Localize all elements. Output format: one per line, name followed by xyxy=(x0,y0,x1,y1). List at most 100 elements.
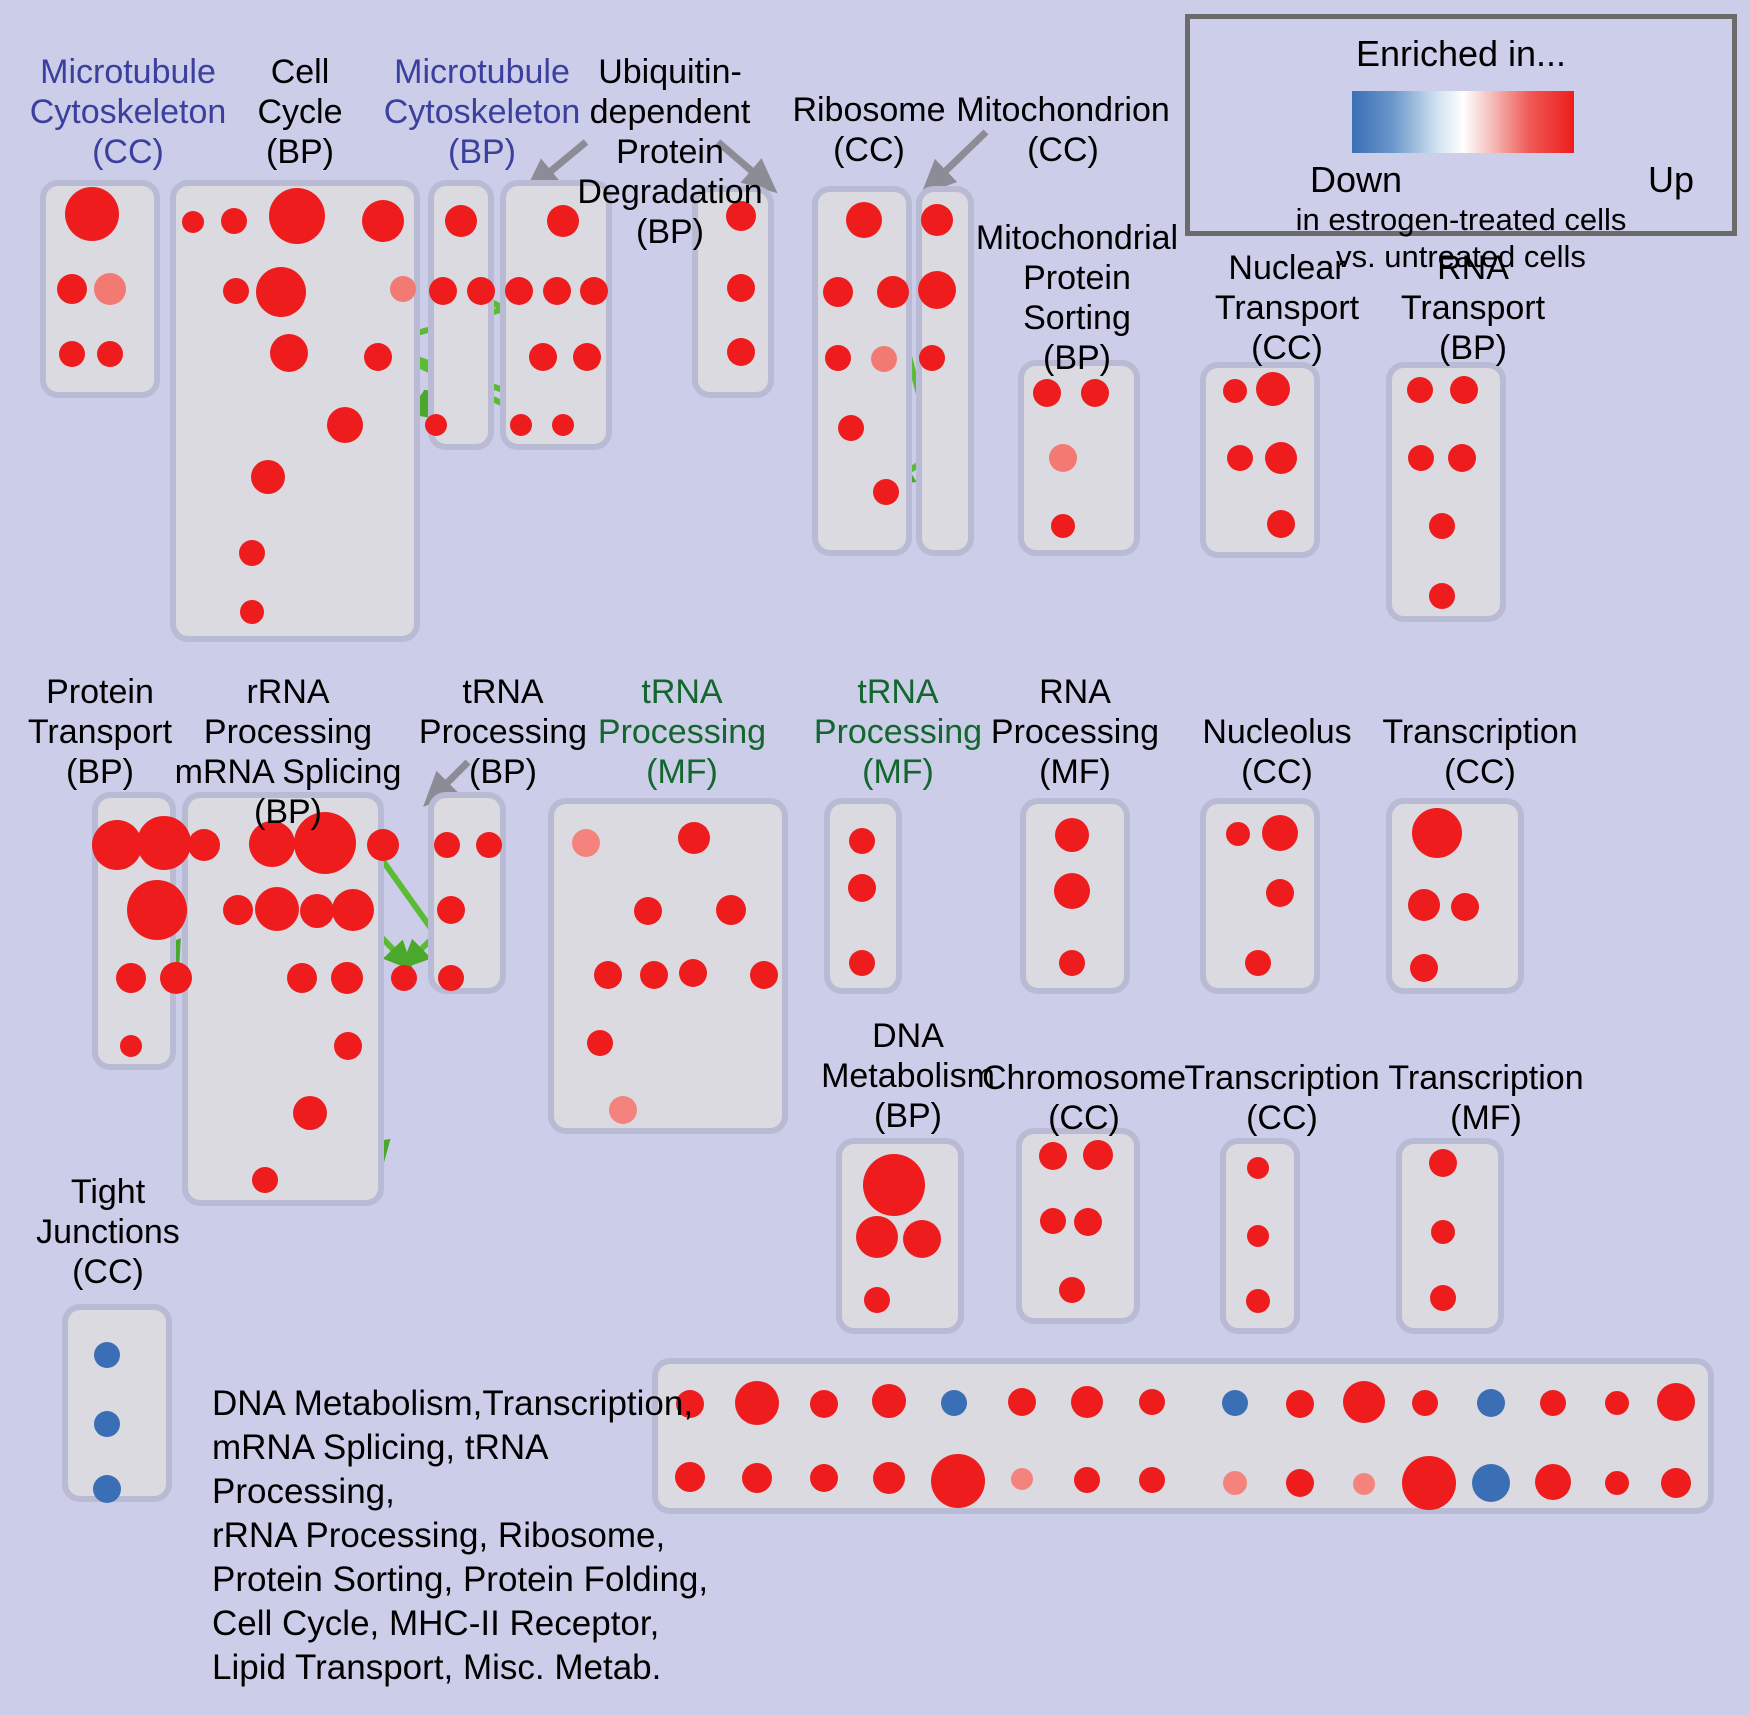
gene-set-node[interactable] xyxy=(1083,1140,1113,1170)
gene-set-node[interactable] xyxy=(240,600,264,624)
gene-set-node[interactable] xyxy=(1429,1149,1457,1177)
gene-set-node[interactable] xyxy=(255,887,299,931)
gene-set-node[interactable] xyxy=(1246,1289,1270,1313)
gene-set-node[interactable] xyxy=(679,959,707,987)
gene-set-node[interactable] xyxy=(872,1384,906,1418)
gene-set-node[interactable] xyxy=(367,829,399,861)
gene-set-node[interactable] xyxy=(543,277,571,305)
gene-set-node[interactable] xyxy=(810,1464,838,1492)
gene-set-node[interactable] xyxy=(1055,818,1089,852)
gene-set-node[interactable] xyxy=(429,277,457,305)
gene-set-node[interactable] xyxy=(1402,1456,1456,1510)
gene-set-node[interactable] xyxy=(390,276,416,302)
gene-set-node[interactable] xyxy=(510,414,532,436)
gene-set-node[interactable] xyxy=(846,202,882,238)
gene-set-node[interactable] xyxy=(1407,377,1433,403)
gene-set-node[interactable] xyxy=(856,1216,898,1258)
gene-set-node[interactable] xyxy=(1265,442,1297,474)
gene-set-node[interactable] xyxy=(1011,1468,1033,1490)
gene-set-node[interactable] xyxy=(476,832,502,858)
gene-set-node[interactable] xyxy=(1266,879,1294,907)
gene-set-node[interactable] xyxy=(810,1390,838,1418)
gene-set-node[interactable] xyxy=(750,961,778,989)
gene-set-node[interactable] xyxy=(1222,1390,1248,1416)
gene-set-node[interactable] xyxy=(1408,445,1434,471)
gene-set-node[interactable] xyxy=(1408,889,1440,921)
gene-set-node[interactable] xyxy=(848,874,876,902)
gene-set-node[interactable] xyxy=(1139,1467,1165,1493)
gene-set-node[interactable] xyxy=(97,341,123,367)
gene-set-node[interactable] xyxy=(65,187,119,241)
gene-set-node[interactable] xyxy=(716,895,746,925)
gene-set-node[interactable] xyxy=(1431,1220,1455,1244)
gene-set-node[interactable] xyxy=(116,963,146,993)
gene-set-node[interactable] xyxy=(391,965,417,991)
gene-set-node[interactable] xyxy=(1247,1225,1269,1247)
gene-set-node[interactable] xyxy=(1247,1157,1269,1179)
gene-set-node[interactable] xyxy=(223,278,249,304)
gene-set-node[interactable] xyxy=(332,889,374,931)
gene-set-node[interactable] xyxy=(742,1463,772,1493)
gene-set-node[interactable] xyxy=(1081,379,1109,407)
gene-set-node[interactable] xyxy=(120,1035,142,1057)
gene-set-node[interactable] xyxy=(1450,376,1478,404)
gene-set-node[interactable] xyxy=(873,1462,905,1494)
gene-set-node[interactable] xyxy=(634,897,662,925)
gene-set-node[interactable] xyxy=(1353,1473,1375,1495)
gene-set-node[interactable] xyxy=(727,274,755,302)
gene-set-node[interactable] xyxy=(1472,1464,1510,1502)
gene-set-node[interactable] xyxy=(580,277,608,305)
gene-set-node[interactable] xyxy=(921,204,953,236)
gene-set-node[interactable] xyxy=(594,961,622,989)
gene-set-node[interactable] xyxy=(1262,815,1298,851)
gene-set-node[interactable] xyxy=(1605,1391,1629,1415)
gene-set-node[interactable] xyxy=(640,961,668,989)
gene-set-node[interactable] xyxy=(573,343,601,371)
gene-set-node[interactable] xyxy=(93,1475,121,1503)
gene-set-node[interactable] xyxy=(1051,514,1075,538)
gene-set-node[interactable] xyxy=(94,273,126,305)
gene-set-node[interactable] xyxy=(676,1390,704,1418)
gene-set-node[interactable] xyxy=(467,277,495,305)
gene-set-node[interactable] xyxy=(1448,444,1476,472)
gene-set-node[interactable] xyxy=(919,345,945,371)
gene-set-node[interactable] xyxy=(251,460,285,494)
gene-set-node[interactable] xyxy=(1033,379,1061,407)
gene-set-node[interactable] xyxy=(1245,950,1271,976)
gene-set-node[interactable] xyxy=(572,829,600,857)
gene-set-node[interactable] xyxy=(1223,1471,1247,1495)
gene-set-node[interactable] xyxy=(334,1032,362,1060)
gene-set-node[interactable] xyxy=(873,479,899,505)
gene-set-node[interactable] xyxy=(269,188,325,244)
gene-set-node[interactable] xyxy=(160,962,192,994)
gene-set-node[interactable] xyxy=(1410,954,1438,982)
gene-set-node[interactable] xyxy=(1477,1389,1505,1417)
gene-set-node[interactable] xyxy=(1412,1390,1438,1416)
gene-set-node[interactable] xyxy=(864,1287,890,1313)
gene-set-node[interactable] xyxy=(941,1390,967,1416)
gene-set-node[interactable] xyxy=(1256,372,1290,406)
gene-set-node[interactable] xyxy=(1430,1285,1456,1311)
gene-set-node[interactable] xyxy=(1074,1467,1100,1493)
gene-set-node[interactable] xyxy=(1074,1208,1102,1236)
gene-set-node[interactable] xyxy=(735,1381,779,1425)
gene-set-node[interactable] xyxy=(849,950,875,976)
gene-set-node[interactable] xyxy=(188,829,220,861)
gene-set-node[interactable] xyxy=(529,343,557,371)
gene-set-node[interactable] xyxy=(1139,1389,1165,1415)
gene-set-node[interactable] xyxy=(445,205,477,237)
gene-set-node[interactable] xyxy=(838,415,864,441)
gene-set-node[interactable] xyxy=(849,828,875,854)
gene-set-node[interactable] xyxy=(863,1154,925,1216)
gene-set-node[interactable] xyxy=(327,407,363,443)
gene-set-node[interactable] xyxy=(587,1030,613,1056)
gene-set-node[interactable] xyxy=(438,965,464,991)
gene-set-node[interactable] xyxy=(877,276,909,308)
gene-set-node[interactable] xyxy=(293,1096,327,1130)
gene-set-node[interactable] xyxy=(825,345,851,371)
gene-set-node[interactable] xyxy=(252,1167,278,1193)
gene-set-node[interactable] xyxy=(552,414,574,436)
gene-set-node[interactable] xyxy=(270,334,308,372)
gene-set-node[interactable] xyxy=(221,208,247,234)
gene-set-node[interactable] xyxy=(1286,1469,1314,1497)
